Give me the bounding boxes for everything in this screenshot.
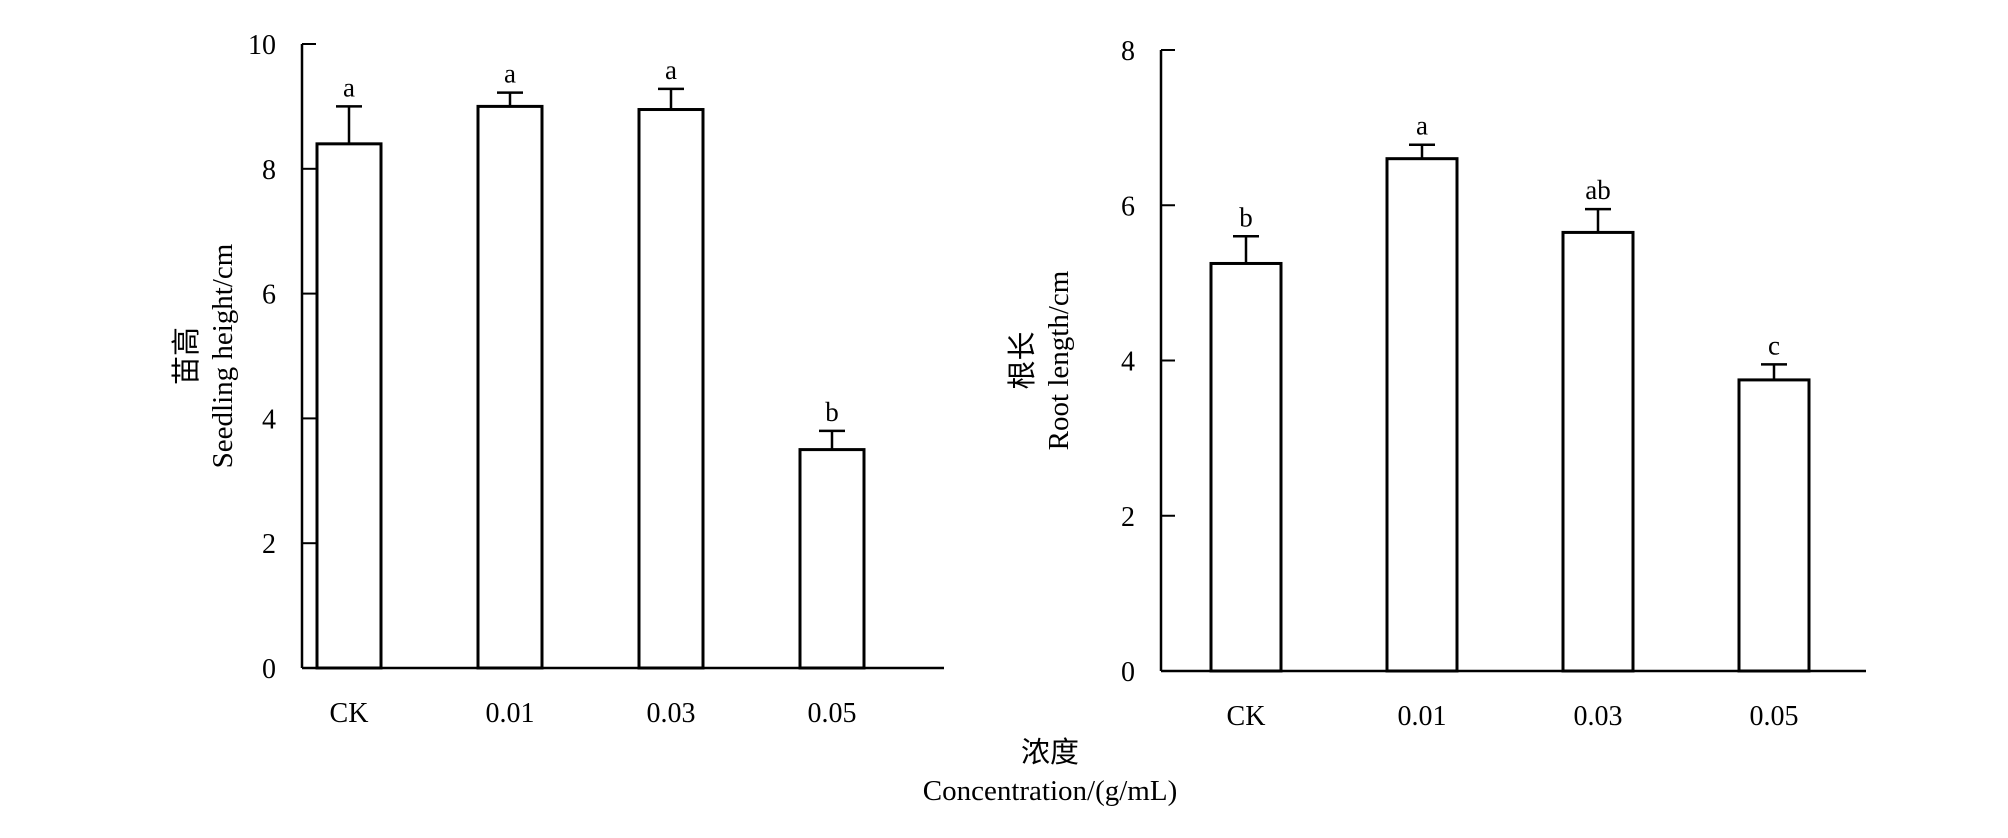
shared-xlabel-en: Concentration/(g/mL) [923,775,1178,807]
bar [1561,230,1635,673]
shared-xlabel-zh: 浓度 [1021,736,1079,769]
y-tick-label: 2 [262,529,276,560]
significance-label: c [1768,330,1780,360]
y-tick-label: 8 [262,155,276,186]
x-tick-label: 0.01 [486,698,535,729]
root-length-chart: 0 2 4 6 8 b CK a 0.01 ab 0.03 c 0.05 根长 Root length/cm [1006,36,1866,732]
bar [476,104,544,670]
bar [1737,378,1811,673]
significance-label: a [1416,111,1428,141]
y-tick-label: 0 [262,654,276,685]
x-tick-label: CK [1227,701,1266,732]
bar [1209,261,1283,673]
x-tick-label: 0.01 [1398,701,1447,732]
y-axis-title-en: Seedling height/cm [207,243,239,468]
significance-label: b [825,397,839,427]
y-axis-title-en: Root length/cm [1043,270,1075,450]
y-axis-title-zh: 根长 [1006,331,1039,389]
y-tick-label: 4 [1121,347,1135,378]
x-tick-label: 0.03 [647,698,696,729]
x-tick-label: 0.05 [1750,701,1799,732]
bar [315,142,383,670]
y-tick-label: 4 [262,404,276,435]
significance-label: ab [1585,175,1610,205]
y-tick-label: 10 [248,30,276,61]
significance-label: a [665,55,677,85]
y-tick-label: 2 [1121,502,1135,533]
bar [798,448,866,670]
y-tick-label: 8 [1121,36,1135,67]
seedling-height-chart: 0 2 4 6 8 10 a CK a 0.01 a 0.03 b 0.05 苗高 Seedling heig… [170,30,944,729]
y-tick-label: 0 [1121,657,1135,688]
y-axis-title-zh: 苗高 [170,327,203,385]
x-tick-label: 0.05 [808,698,857,729]
significance-label: a [343,72,355,102]
significance-label: a [504,59,516,89]
bar [637,108,705,670]
y-tick-label: 6 [1121,191,1135,222]
x-tick-label: 0.03 [1574,701,1623,732]
x-tick-label: CK [330,698,369,729]
significance-label: b [1239,202,1253,232]
bar [1385,157,1459,673]
y-tick-label: 6 [262,280,276,311]
